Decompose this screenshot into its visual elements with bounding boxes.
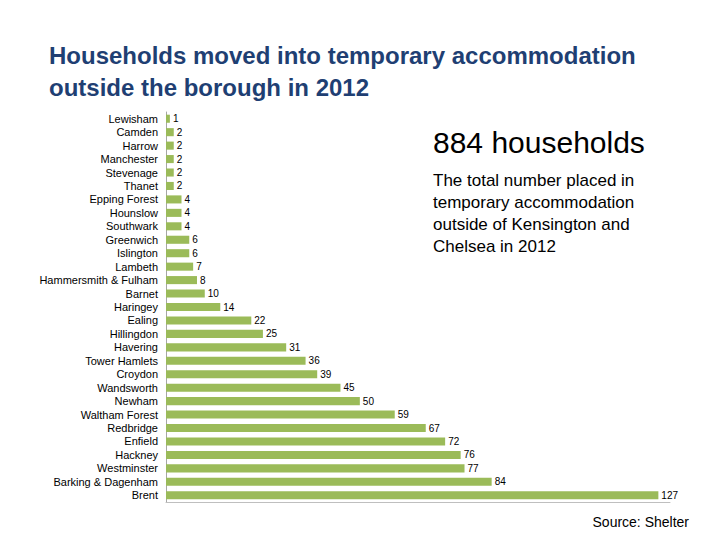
svg-text:2: 2 (177, 140, 183, 151)
svg-text:Epping Forest: Epping Forest (90, 193, 158, 205)
svg-text:22: 22 (254, 315, 266, 326)
svg-text:Greenwich: Greenwich (105, 234, 158, 246)
svg-text:884 households: 884 households (433, 126, 645, 159)
svg-text:The total number placed in: The total number placed in (433, 171, 639, 190)
svg-text:Hounslow: Hounslow (110, 207, 158, 219)
svg-text:Wandsworth: Wandsworth (97, 382, 158, 394)
svg-text:Lambeth: Lambeth (115, 261, 158, 273)
svg-text:36: 36 (309, 355, 321, 366)
svg-text:Southwark: Southwark (106, 220, 158, 232)
svg-text:Harrow: Harrow (123, 140, 159, 152)
svg-text:14: 14 (223, 302, 235, 313)
svg-text:Thanet: Thanet (124, 180, 158, 192)
svg-text:Households moved into temporar: Households moved into temporary accommod… (49, 42, 642, 69)
svg-text:6: 6 (192, 234, 198, 245)
svg-text:4: 4 (185, 194, 191, 205)
svg-text:outside of Kensington and: outside of Kensington and (433, 215, 634, 234)
svg-text:Chelsea in 2012: Chelsea in 2012 (433, 237, 556, 256)
svg-text:Stevenage: Stevenage (105, 167, 158, 179)
svg-text:72: 72 (448, 436, 460, 447)
svg-text:39: 39 (320, 369, 332, 380)
svg-text:7: 7 (196, 261, 202, 272)
svg-text:4: 4 (185, 207, 191, 218)
svg-text:Source: Shelter: Source: Shelter (593, 514, 690, 530)
svg-text:Waltham Forest: Waltham Forest (81, 409, 158, 421)
svg-text:outside the borough in 2012: outside the borough in 2012 (49, 74, 369, 101)
svg-text:Enfield: Enfield (124, 435, 158, 447)
svg-text:84: 84 (495, 476, 507, 487)
svg-text:2: 2 (177, 154, 183, 165)
svg-text:Hackney: Hackney (115, 449, 158, 461)
svg-text:76: 76 (464, 449, 476, 460)
svg-text:Lewisham: Lewisham (108, 113, 158, 125)
svg-text:Barking & Dagenham: Barking & Dagenham (53, 476, 158, 488)
svg-text:127: 127 (661, 490, 678, 501)
svg-text:Newham: Newham (115, 395, 158, 407)
svg-text:Ealing: Ealing (127, 314, 158, 326)
svg-text:Manchester: Manchester (101, 153, 159, 165)
svg-text:Hammersmith & Fulham: Hammersmith & Fulham (39, 274, 158, 286)
svg-text:4: 4 (185, 221, 191, 232)
svg-text:77: 77 (468, 463, 480, 474)
svg-text:2: 2 (177, 180, 183, 191)
svg-text:temporary accommodation: temporary accommodation (433, 193, 639, 212)
svg-text:Tower Hamlets: Tower Hamlets (85, 355, 158, 367)
svg-text:Brent: Brent (132, 489, 158, 501)
svg-text:Westminster: Westminster (97, 462, 158, 474)
svg-text:6: 6 (192, 248, 198, 259)
svg-text:25: 25 (266, 328, 278, 339)
svg-text:Hillingdon: Hillingdon (110, 328, 158, 340)
svg-text:50: 50 (363, 396, 375, 407)
svg-text:Havering: Havering (114, 341, 158, 353)
svg-text:2: 2 (177, 127, 183, 138)
svg-text:10: 10 (208, 288, 220, 299)
svg-text:Barnet: Barnet (126, 288, 158, 300)
svg-text:1: 1 (173, 113, 179, 124)
svg-text:Redbridge: Redbridge (107, 422, 158, 434)
svg-text:Haringey: Haringey (114, 301, 159, 313)
svg-text:2: 2 (177, 167, 183, 178)
svg-text:Islington: Islington (117, 247, 158, 259)
svg-text:Camden: Camden (116, 126, 158, 138)
svg-text:Croydon: Croydon (116, 368, 158, 380)
svg-text:67: 67 (429, 423, 441, 434)
svg-text:31: 31 (289, 342, 301, 353)
svg-text:59: 59 (398, 409, 410, 420)
svg-text:8: 8 (200, 275, 206, 286)
svg-text:45: 45 (343, 382, 355, 393)
